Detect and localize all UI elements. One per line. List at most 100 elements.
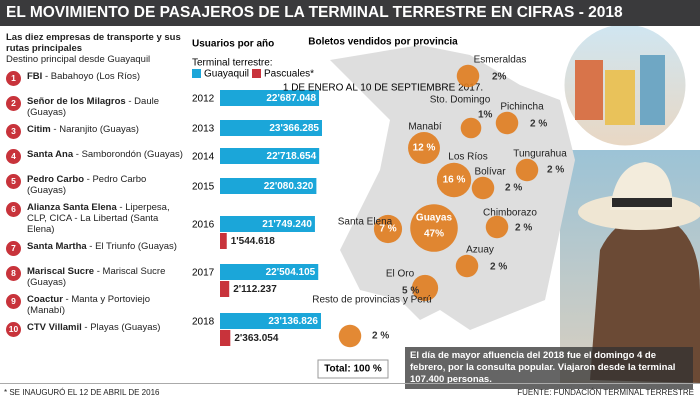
bar bbox=[220, 216, 315, 232]
company: 4 Santa Ana - Samborondón (Guayas) bbox=[6, 149, 186, 168]
source: FUENTE: FUNDACIÓN TERMINAL TERRESTRE bbox=[517, 388, 694, 397]
bar bbox=[220, 148, 320, 164]
year-label: 2018 bbox=[192, 317, 215, 328]
bar bbox=[220, 120, 322, 136]
province-name: Chimborazo bbox=[483, 208, 537, 219]
company-text: Mariscal Sucre - Mariscal Sucre (Guayas) bbox=[27, 266, 166, 288]
province-value: 5 % bbox=[402, 286, 419, 297]
legend-label: Pascuales* bbox=[264, 69, 314, 80]
bar bbox=[220, 264, 319, 280]
company-text: FBI - Babahoyo (Los Ríos) bbox=[27, 71, 141, 82]
rank: 3 bbox=[6, 124, 21, 139]
company-route: Pedro Carbo (Guayas) bbox=[27, 174, 147, 196]
bubble bbox=[495, 111, 519, 135]
value-label: 22'687.048 bbox=[266, 93, 316, 104]
company-name: FBI bbox=[27, 71, 43, 82]
company-text: CTV Villamil - Playas (Guayas) bbox=[27, 322, 161, 333]
bar-subtitle: Terminal terrestre: bbox=[192, 58, 273, 69]
bubble bbox=[471, 176, 495, 200]
bar-title: Usuarios por año bbox=[192, 39, 274, 50]
building bbox=[605, 70, 635, 125]
rank: 8 bbox=[6, 266, 21, 281]
rank: 6 bbox=[6, 202, 21, 217]
province-value: 2 % bbox=[530, 119, 547, 130]
province-name: Manabí bbox=[408, 122, 442, 133]
list-heading: Las diez empresas de transporte y sus ru… bbox=[6, 32, 181, 54]
company: 1 FBI - Babahoyo (Los Ríos) bbox=[6, 71, 186, 90]
bubble bbox=[410, 204, 458, 252]
value-label: 22'080.320 bbox=[264, 181, 314, 192]
map-title: Boletos vendidos por provincia bbox=[308, 37, 458, 48]
company-route: Playas (Guayas) bbox=[90, 322, 161, 333]
company-name: Señor de los Milagros bbox=[27, 96, 126, 107]
value-label: 22'504.105 bbox=[266, 267, 316, 278]
footnote: * SE INAUGURÓ EL 12 DE ABRIL DE 2016 bbox=[4, 388, 160, 397]
caption: El día de mayor afluencia del 2018 fue e… bbox=[405, 347, 693, 389]
company: 2 Señor de los Milagros - Daule (Guayas) bbox=[6, 96, 186, 118]
rank: 1 bbox=[6, 71, 21, 86]
company-name: Alianza Santa Elena bbox=[27, 202, 117, 213]
bubble bbox=[485, 215, 509, 239]
title: EL MOVIMIENTO DE PASAJEROS DE LA TERMINA… bbox=[0, 0, 700, 26]
list-subheading: Destino principal desde Guayaquil bbox=[6, 54, 151, 65]
legend-swatch bbox=[252, 69, 261, 78]
value-label: 1'544.618 bbox=[231, 236, 276, 247]
bubble bbox=[411, 274, 439, 302]
bar bbox=[220, 178, 317, 194]
legend-label: Guayaquil bbox=[204, 69, 249, 80]
company-name: Santa Martha bbox=[27, 241, 87, 252]
province-value: 2 % bbox=[547, 165, 564, 176]
value-label: 21'749.240 bbox=[262, 219, 312, 230]
total-box bbox=[317, 359, 389, 379]
bubble bbox=[338, 324, 362, 348]
bubble bbox=[455, 254, 479, 278]
bar bbox=[220, 313, 321, 329]
year-label: 2017 bbox=[192, 268, 215, 279]
rank: 7 bbox=[6, 241, 21, 256]
value-label: 2'112.237 bbox=[233, 284, 277, 295]
company-text: Santa Ana - Samborondón (Guayas) bbox=[27, 149, 183, 160]
company-name: Mariscal Sucre bbox=[27, 266, 95, 277]
bubble bbox=[456, 64, 480, 88]
company: 8 Mariscal Sucre - Mariscal Sucre (Guayas… bbox=[6, 266, 186, 288]
building bbox=[640, 55, 665, 125]
province-name: Los Ríos bbox=[448, 152, 487, 163]
woman bbox=[590, 214, 700, 383]
company: 5 Pedro Carbo - Pedro Carbo (Guayas) bbox=[6, 174, 186, 196]
province-value: 47% bbox=[424, 229, 444, 240]
rank: 9 bbox=[6, 294, 21, 309]
company-route: Mariscal Sucre (Guayas) bbox=[27, 266, 166, 288]
province-value: 2 % bbox=[515, 223, 532, 234]
company-text: Santa Martha - El Triunfo (Guayas) bbox=[27, 241, 177, 252]
rank: 5 bbox=[6, 174, 21, 189]
bubble bbox=[515, 158, 539, 182]
company-name: CTV Villamil bbox=[27, 322, 82, 333]
province-name: Resto de provincias y Perú bbox=[312, 295, 432, 306]
company-route: El Triunfo (Guayas) bbox=[95, 241, 177, 252]
bar bbox=[220, 90, 320, 106]
footer: * SE INAUGURÓ EL 12 DE ABRIL DE 2016 FUE… bbox=[0, 383, 700, 402]
company-route: Manta y Portoviejo (Manabí) bbox=[27, 294, 151, 316]
company-name: Citim bbox=[27, 124, 51, 135]
year-label: 2014 bbox=[192, 152, 215, 163]
province-name: Azuay bbox=[466, 245, 494, 256]
company-text: Alianza Santa Elena - Liperpesa, CLP, CI… bbox=[27, 202, 170, 235]
province-value: 12 % bbox=[413, 143, 436, 154]
province-value: 16 % bbox=[443, 175, 466, 186]
company-route: Daule (Guayas) bbox=[27, 96, 159, 118]
province-name: Esmeraldas bbox=[474, 55, 527, 66]
year-label: 2012 bbox=[192, 94, 215, 105]
rank: 4 bbox=[6, 149, 21, 164]
year-label: 2016 bbox=[192, 220, 215, 231]
building bbox=[575, 60, 603, 120]
company-route: Babahoyo (Los Ríos) bbox=[50, 71, 141, 82]
company: 10 CTV Villamil - Playas (Guayas) bbox=[6, 322, 186, 341]
bubble bbox=[436, 162, 472, 198]
value-label: 23'366.285 bbox=[269, 123, 319, 134]
province-name: Pichincha bbox=[500, 102, 544, 113]
company-name: Santa Ana bbox=[27, 149, 74, 160]
bar bbox=[220, 330, 231, 346]
company: 7 Santa Martha - El Triunfo (Guayas) bbox=[6, 241, 186, 260]
province-value: 2% bbox=[492, 72, 507, 83]
province-name: Bolívar bbox=[474, 167, 506, 178]
